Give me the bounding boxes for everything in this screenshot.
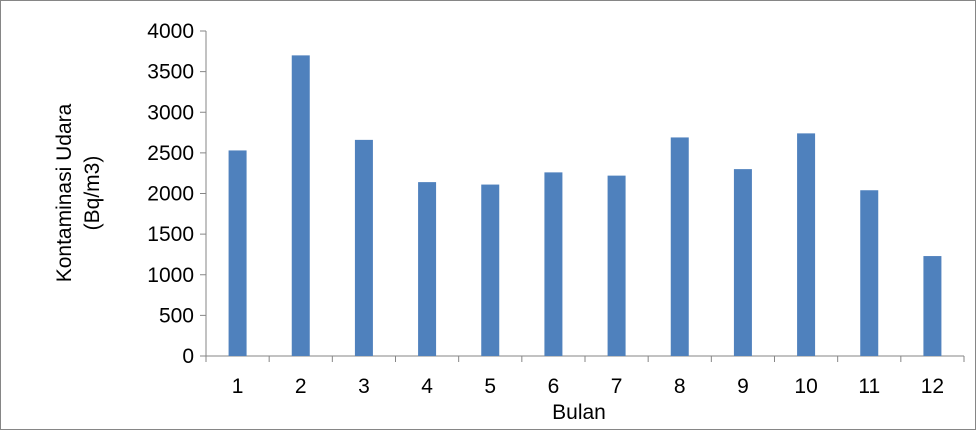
y-axis-title-line-1: Kontaminasi Udara: [53, 103, 76, 282]
x-tick-label: 12: [921, 375, 944, 398]
bar: [354, 139, 373, 356]
bar: [923, 256, 942, 356]
y-tick-label: 1000: [147, 264, 194, 287]
bar: [797, 133, 816, 356]
bar: [291, 55, 310, 356]
bar: [481, 184, 500, 356]
x-tick-label: 5: [484, 375, 496, 398]
y-tick-label: 0: [182, 345, 194, 368]
bar: [544, 172, 563, 356]
x-tick-label: 8: [674, 375, 686, 398]
x-tick-label: 4: [421, 375, 433, 398]
y-tick-label: 500: [159, 304, 194, 327]
y-tick-label: 3000: [147, 101, 194, 124]
y-tick-label: 2000: [147, 183, 194, 206]
y-tick-label: 4000: [147, 20, 194, 43]
y-tick-label: 1500: [147, 223, 194, 246]
y-tick-label: 3500: [147, 61, 194, 84]
bar: [733, 169, 752, 356]
x-tick-label: 7: [611, 375, 623, 398]
x-tick-label: 3: [358, 375, 370, 398]
bar: [860, 190, 879, 356]
x-axis-title: Bulan: [552, 401, 606, 424]
x-tick-label: 1: [232, 375, 244, 398]
x-tick-label: 9: [737, 375, 749, 398]
bar: [228, 150, 247, 356]
bar: [670, 137, 689, 356]
x-tick-label: 6: [548, 375, 560, 398]
x-tick-label: 10: [794, 375, 817, 398]
x-tick-label: 11: [858, 375, 880, 398]
bar: [418, 182, 437, 356]
y-tick-label: 2500: [147, 142, 194, 165]
bar: [607, 175, 626, 356]
y-axis-title: Kontaminasi Udara (Bq/m3): [53, 103, 104, 282]
y-axis-title-line-2: (Bq/m3): [81, 156, 104, 231]
x-tick-label: 2: [295, 375, 307, 398]
